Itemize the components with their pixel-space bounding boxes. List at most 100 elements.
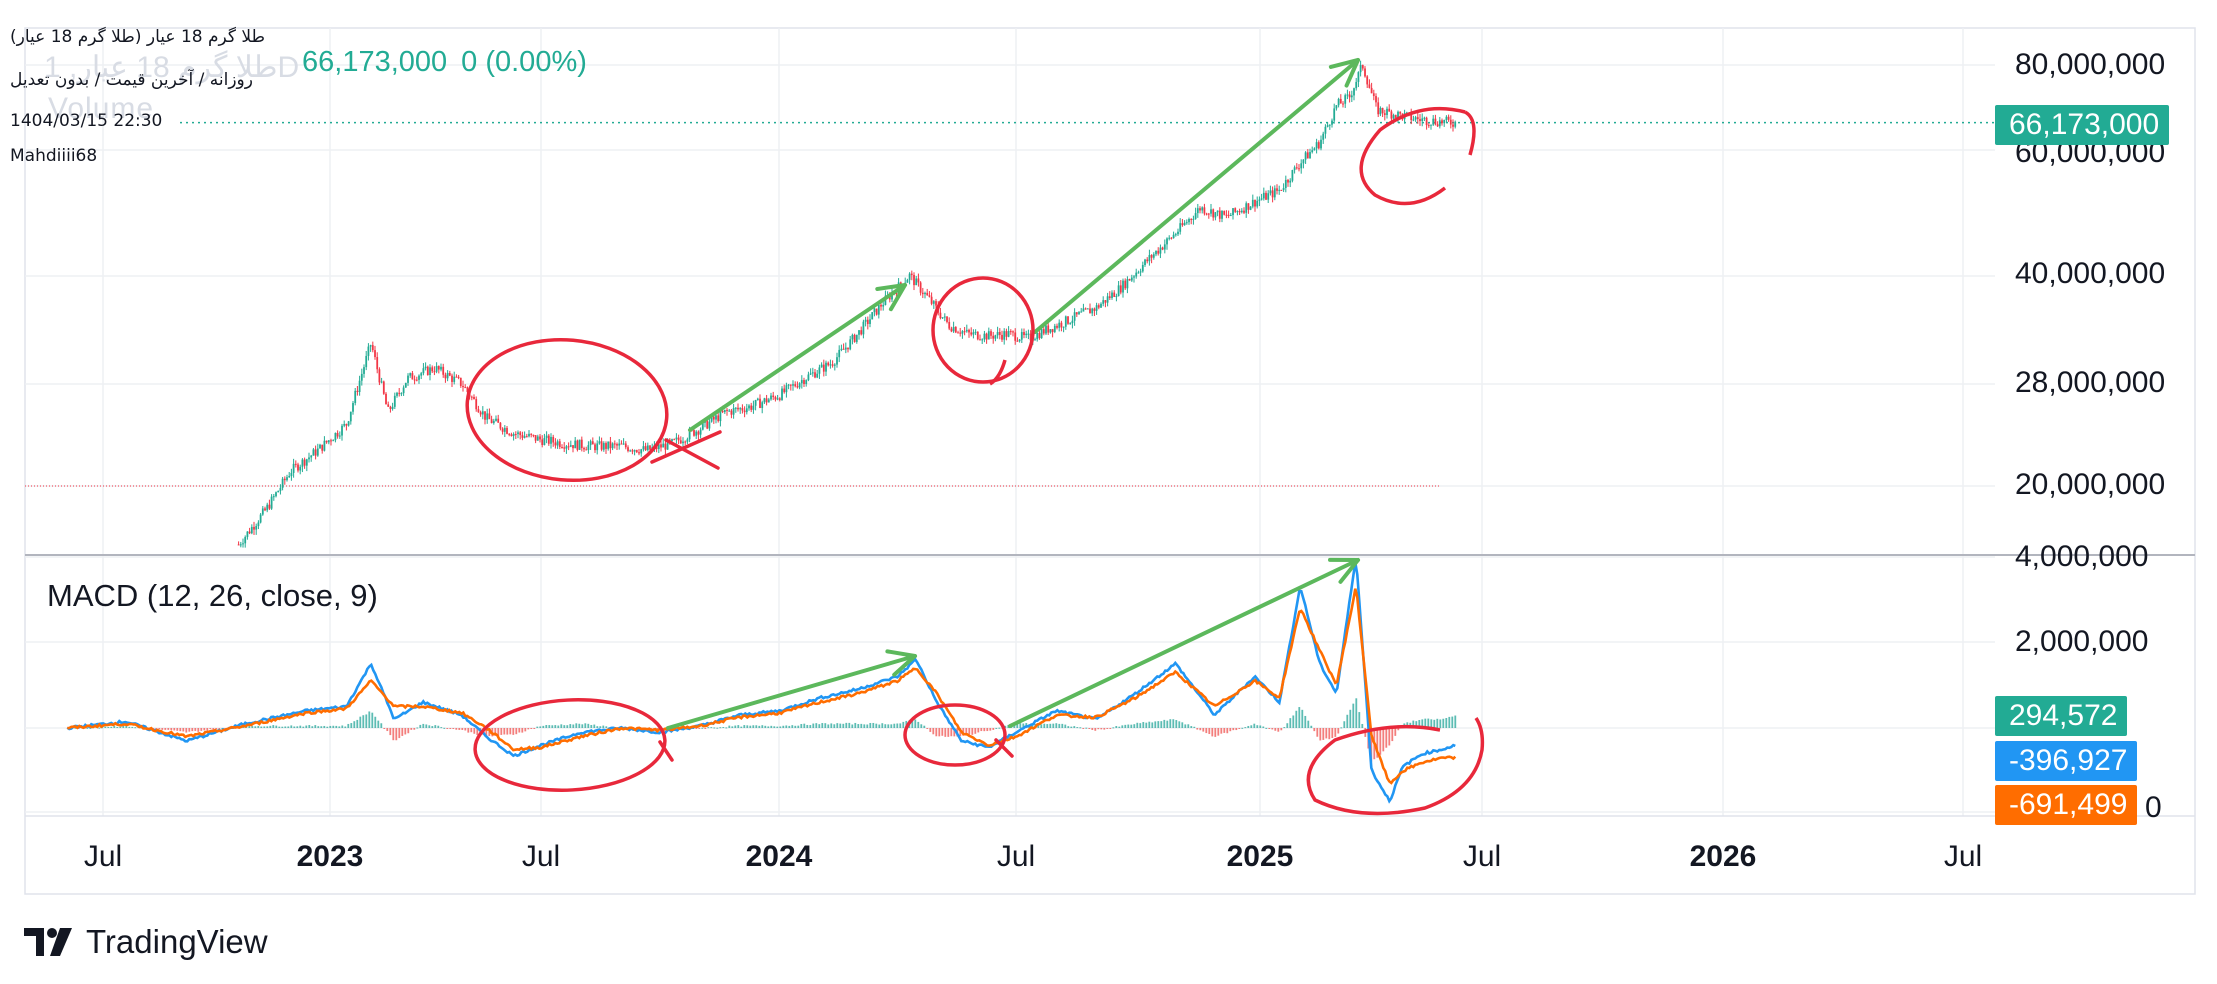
price-candle bbox=[1254, 199, 1256, 207]
macd-histogram-bar bbox=[1421, 719, 1424, 728]
price-candle bbox=[1190, 219, 1193, 221]
macd-histogram-bar bbox=[446, 728, 449, 729]
macd-histogram-bar bbox=[167, 728, 170, 730]
price-candle bbox=[695, 431, 698, 436]
price-candle bbox=[442, 366, 445, 375]
price-candle bbox=[1381, 107, 1384, 114]
price-candle bbox=[818, 367, 821, 374]
macd-histogram-bar bbox=[1310, 725, 1313, 728]
price-candle bbox=[1284, 179, 1287, 189]
price-candle bbox=[1104, 300, 1107, 303]
macd-histogram-bar bbox=[1142, 722, 1145, 728]
price-candle bbox=[629, 450, 632, 452]
price-candle bbox=[981, 339, 984, 341]
annotation-circle-2 bbox=[931, 276, 1035, 384]
price-candle bbox=[1265, 192, 1267, 200]
macd-y-tick-label: 2,000,000 bbox=[2015, 625, 2149, 658]
price-candle bbox=[255, 526, 258, 530]
price-candle bbox=[1304, 152, 1307, 160]
macd-histogram-bar bbox=[716, 727, 719, 729]
macd-histogram-bar bbox=[1334, 728, 1337, 737]
macd-histogram-bar bbox=[248, 725, 251, 728]
macd-histogram-bar bbox=[365, 714, 368, 728]
macd-histogram-bar bbox=[944, 728, 947, 737]
macd-histogram-bar bbox=[1448, 716, 1451, 728]
macd-histogram-bar bbox=[440, 727, 443, 729]
macd-histogram-bar bbox=[113, 725, 116, 728]
price-candle bbox=[310, 455, 313, 458]
macd-histogram-bar bbox=[1238, 728, 1241, 729]
price-candle bbox=[253, 526, 255, 530]
macd-histogram-bar bbox=[512, 728, 515, 735]
price-candle bbox=[728, 410, 731, 412]
price-candle bbox=[1377, 102, 1380, 115]
price-candle bbox=[1163, 244, 1166, 250]
macd-histogram-bar bbox=[1040, 724, 1043, 728]
price-candle bbox=[1135, 272, 1138, 277]
macd-histogram-bar bbox=[338, 726, 341, 728]
price-candle bbox=[928, 295, 931, 297]
macd-histogram-bar bbox=[209, 728, 212, 729]
price-candle bbox=[294, 463, 297, 465]
price-candle bbox=[365, 355, 368, 368]
macd-histogram-bar bbox=[119, 726, 122, 728]
price-candle bbox=[855, 334, 858, 342]
price-candle bbox=[635, 450, 638, 453]
macd-histogram-bar bbox=[1088, 728, 1091, 729]
macd-histogram-bar bbox=[1427, 718, 1430, 728]
price-candle bbox=[633, 450, 636, 452]
price-candle bbox=[1434, 118, 1437, 125]
price-candle bbox=[1419, 119, 1421, 121]
macd-line bbox=[66, 562, 1456, 804]
macd-histogram-bar bbox=[1451, 716, 1454, 728]
price-candle bbox=[1394, 115, 1397, 118]
macd-histogram-bar bbox=[809, 725, 812, 728]
price-candle bbox=[292, 463, 295, 473]
macd-histogram-bar bbox=[584, 723, 587, 728]
macd-histogram-bar bbox=[1154, 721, 1157, 728]
price-candle bbox=[624, 443, 627, 448]
price-candle bbox=[1067, 316, 1069, 324]
price-candle bbox=[1223, 211, 1226, 215]
price-candle bbox=[976, 331, 979, 340]
price-candle bbox=[308, 457, 310, 460]
price-candle bbox=[574, 440, 577, 449]
macd-histogram-bar bbox=[1418, 720, 1421, 728]
footer-brand[interactable]: TradingView bbox=[24, 920, 268, 964]
price-candle bbox=[336, 432, 339, 437]
macd-histogram-bar bbox=[710, 727, 713, 729]
macd-histogram-bar bbox=[1058, 723, 1061, 728]
macd-histogram-bar bbox=[1337, 728, 1340, 734]
price-change: 0 (0.00%) bbox=[461, 46, 587, 78]
macd-histogram-bar bbox=[1070, 726, 1073, 728]
price-candle bbox=[1251, 199, 1254, 207]
annotation-circle-6 bbox=[1306, 717, 1485, 816]
price-candle bbox=[827, 362, 830, 366]
price-candle bbox=[1207, 213, 1210, 215]
price-candle bbox=[1295, 167, 1298, 169]
price-candle bbox=[543, 438, 546, 445]
macd-histogram-bar bbox=[299, 725, 302, 728]
macd-histogram-bar bbox=[497, 728, 500, 736]
macd-histogram-bar bbox=[1082, 728, 1085, 729]
price-candle bbox=[1166, 238, 1168, 245]
macd-histogram-bar bbox=[527, 728, 530, 730]
price-candle bbox=[1300, 163, 1303, 169]
macd-histogram-bar bbox=[401, 728, 404, 736]
price-candle bbox=[1091, 308, 1094, 314]
price-candle bbox=[1232, 208, 1234, 216]
macd-histogram-bar bbox=[449, 728, 452, 729]
macd-histogram-bar bbox=[1388, 728, 1391, 746]
macd-histogram-bar bbox=[272, 725, 275, 728]
price-candle bbox=[1025, 333, 1028, 336]
price-candle bbox=[1069, 323, 1072, 325]
price-candle bbox=[994, 335, 997, 339]
macd-histogram-bar bbox=[509, 728, 512, 735]
price-candle bbox=[1320, 139, 1322, 149]
macd-histogram-bar bbox=[1085, 727, 1088, 729]
price-candle bbox=[1278, 189, 1281, 191]
annotation-arrow-3 bbox=[666, 654, 917, 730]
macd-histogram-bar bbox=[101, 727, 104, 729]
macd-histogram-bar bbox=[1340, 727, 1343, 729]
